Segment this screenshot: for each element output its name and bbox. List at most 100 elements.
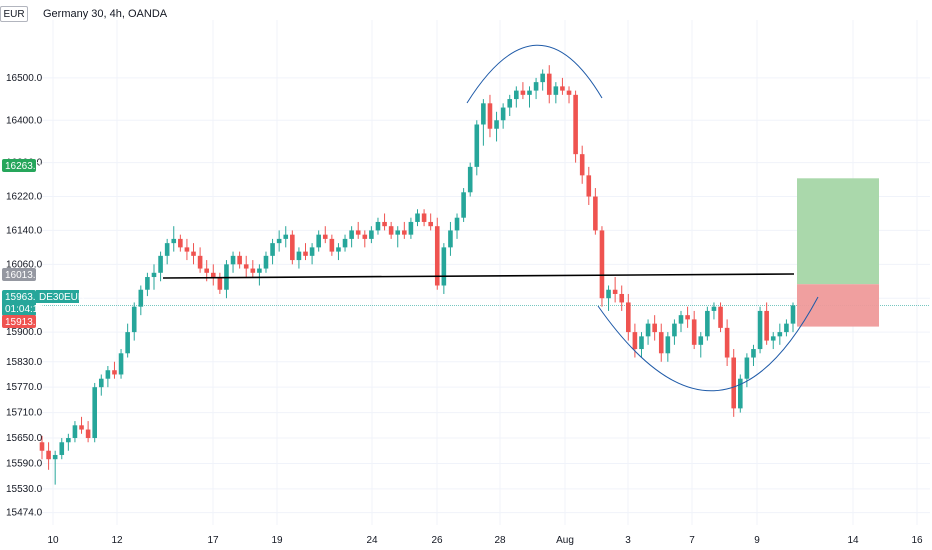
x-tick-label: 14 [847,535,859,546]
candle-body [632,332,638,350]
candle-body [171,238,177,244]
candle-body [790,305,796,324]
x-tick-label: 3 [625,535,631,546]
candle-body [131,306,137,333]
candle-body [514,90,519,100]
candle-body [421,213,427,222]
candle-body [560,86,565,91]
badge-green-level: 16263.0 [2,159,42,172]
candle-body [757,310,763,350]
candle-body [434,226,440,286]
x-tick-label: 26 [431,535,443,546]
candle-body [303,251,308,256]
top-arc [466,44,603,104]
candle-body [158,255,163,273]
candle-body [494,120,499,129]
x-tick-label: 9 [754,535,760,546]
candle-body [257,268,262,273]
candle-body [46,450,51,460]
candle-body [579,154,585,176]
badge-green-text: 16263.0 [5,161,42,172]
candle-body [533,82,539,91]
y-tick-label: 15710.0 [6,408,43,419]
y-tick-label: 16140.0 [6,225,43,236]
candle-body [296,251,302,261]
candle-body [573,94,578,155]
candle-body [197,255,203,269]
x-axis: 10 12 17 19 24 26 28 Aug 3 7 9 14 16 [47,535,923,546]
candle-body [98,378,104,388]
candle-body [79,425,84,430]
y-tick-label: 16220.0 [6,192,43,203]
candle-body [349,230,354,239]
candle-body [448,230,453,248]
candle-body [527,90,532,95]
candle-body [72,425,78,439]
risk-reward-zones [797,178,879,327]
candle-body [151,272,157,278]
candle-body [731,357,737,409]
candle-body [263,255,269,269]
candle-body [191,251,196,256]
candle-body [737,378,743,409]
candle-body [204,268,209,273]
candle-body [540,73,545,83]
x-tick-label: 24 [366,535,378,546]
candle-body [309,247,315,256]
candle-body [336,247,341,252]
x-tick-label: 16 [911,535,923,546]
candle-body [375,221,381,231]
target-zone [797,178,879,285]
candle-body [566,90,572,95]
candle-body [665,336,671,354]
candle-body [85,429,91,439]
candle-body [705,310,710,337]
y-tick-label: 15770.0 [6,382,43,393]
candle-body [210,272,216,278]
grid-lines [40,20,930,525]
candle-body [59,442,65,455]
y-tick-label: 16400.0 [6,115,43,126]
x-tick-label: 7 [689,535,695,546]
candle-body [369,230,374,239]
candle-body [441,247,447,286]
candle-body [751,349,756,358]
candle-body [355,230,361,235]
candle-body [645,323,651,337]
candle-body [388,226,394,235]
badge-red-level: 15913.0 [2,315,42,328]
y-tick-label: 15530.0 [6,484,43,495]
y-tick-label: 15590.0 [6,458,43,469]
candle-body [138,289,144,307]
candle-body [500,107,506,121]
candle-body [217,277,223,290]
candle-body [112,370,117,375]
y-tick-label: 15650.0 [6,433,43,444]
candle-body [685,315,690,320]
candle-body [454,217,460,231]
badge-instrument-text: DE30EUR [39,292,85,303]
candle-body [481,103,486,125]
badge-gray-level: 16013.0 [2,268,42,281]
candle-body [243,264,249,269]
candle-body [322,234,328,239]
candle-body [92,387,98,439]
candle-body [402,230,407,235]
candle-body [276,238,282,244]
badge-red-text: 15913.0 [5,317,42,328]
candle-body [474,124,480,167]
candle-body [428,221,433,227]
candle-body [718,306,723,328]
candle-body [711,306,717,311]
candle-body [593,196,598,231]
candle-body [178,238,183,248]
y-tick-label: 16500.0 [6,73,43,84]
candle-body [230,255,236,265]
candle-body [487,103,493,129]
currency-label[interactable]: EUR [0,6,28,22]
y-tick-label: 16060.0 [6,259,43,270]
y-tick-label: 15900.0 [6,327,43,338]
candle-body [520,90,526,95]
candle-body [777,332,783,337]
